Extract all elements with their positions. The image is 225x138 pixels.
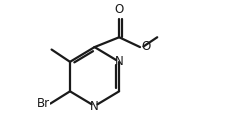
Text: O: O	[141, 40, 151, 53]
Text: Br: Br	[36, 97, 50, 110]
Text: O: O	[114, 3, 123, 16]
Text: N: N	[90, 99, 99, 113]
Text: N: N	[114, 55, 123, 68]
